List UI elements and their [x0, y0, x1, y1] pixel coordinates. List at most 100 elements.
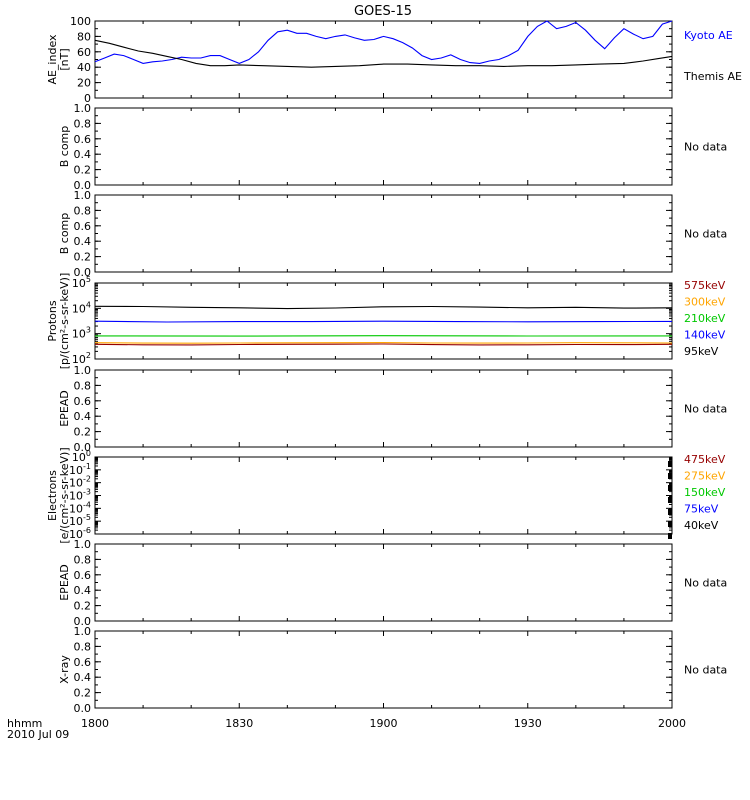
y-tick-label: 0.0: [74, 615, 92, 628]
y-tick-label: 1.0: [74, 538, 92, 551]
y-tick-label: 0.2: [74, 164, 92, 177]
y-tick-label: 10-1: [69, 462, 91, 477]
panel-frame: [94, 369, 673, 448]
right-edge-tick-block: [668, 473, 672, 479]
series-line-95kev: [94, 305, 673, 310]
panel-frame: [94, 630, 673, 709]
legend-label: 575keV: [684, 279, 726, 292]
y-tick-label: 60: [77, 46, 91, 59]
y-tick-label: 103: [72, 326, 91, 341]
legend-label: 300keV: [684, 296, 726, 309]
y-tick-label: 0.0: [74, 441, 92, 454]
y-axis-label: Electrons: [46, 470, 59, 521]
y-tick-label: 80: [77, 30, 91, 43]
series-line-themis-ae: [94, 39, 673, 68]
legend-label: 95keV: [684, 345, 719, 358]
y-axis-label: Protons: [46, 300, 59, 341]
legend-label: 75keV: [684, 503, 719, 516]
no-data-label: No data: [684, 228, 727, 241]
y-tick-label: 0.8: [74, 379, 92, 392]
y-axis-label: [e/(cm²-s-sr-keV)]: [58, 447, 71, 543]
no-data-label: No data: [684, 664, 727, 677]
y-tick-label: 1.0: [74, 625, 92, 638]
right-edge-tick-block: [668, 461, 672, 467]
y-tick-label: 10-3: [69, 488, 91, 503]
right-edge-tick-block: [668, 521, 672, 527]
legend-label: Themis AE: [683, 70, 742, 83]
y-tick-label: 1.0: [74, 189, 92, 202]
y-axis-label: [nT]: [58, 48, 71, 70]
y-tick-label: 0.6: [74, 395, 92, 408]
y-tick-label: 0.4: [74, 671, 92, 684]
no-data-label: No data: [684, 403, 727, 416]
series-line-140kev: [94, 320, 673, 323]
panel-8: 0.0 0.2 0.4 0.6 0.8 1.0 X-ray No data: [58, 625, 727, 715]
y-tick-label: 0.8: [74, 553, 92, 566]
y-tick-label: 0.2: [74, 687, 92, 700]
y-tick-label: 0.0: [74, 179, 92, 192]
y-tick-label: 0.6: [74, 569, 92, 582]
y-tick-label: 0.2: [74, 600, 92, 613]
no-data-label: No data: [684, 141, 727, 154]
y-tick-label: 0.6: [74, 220, 92, 233]
y-tick-label: 1.0: [74, 102, 92, 115]
y-tick-label: 20: [77, 77, 91, 90]
figure-title: GOES-15: [354, 4, 412, 19]
y-tick-label: 0.0: [74, 266, 92, 279]
panel-frame: [94, 543, 673, 622]
y-axis-label: EPEAD: [58, 564, 71, 601]
x-tick-label: 1900: [370, 717, 398, 730]
x-tick-label: 1800: [81, 717, 109, 730]
y-axis-label: [p/(cm²-s-sr-keV)]: [58, 273, 71, 370]
y-tick-label: 0.8: [74, 117, 92, 130]
y-tick-label: 0.2: [74, 251, 92, 264]
no-data-label: No data: [684, 577, 727, 590]
y-tick-label: 0.8: [74, 204, 92, 217]
y-tick-label: 10-2: [69, 475, 91, 490]
y-tick-label: 0.4: [74, 235, 92, 248]
legend-label: 475keV: [684, 453, 726, 466]
panel-1: 0 20 40 60 80 100 AE_index [nT] Kyoto AE Themis A…: [46, 15, 742, 105]
y-tick-label: 0.8: [74, 640, 92, 653]
x-axis-date-label: 2010 Jul 09: [7, 728, 69, 741]
y-tick-label: 10-5: [69, 513, 91, 528]
y-tick-label: 0.4: [74, 584, 92, 597]
x-tick-label: 2000: [658, 717, 686, 730]
y-axis-label: AE_index: [46, 34, 59, 85]
y-tick-label: 1.0: [74, 364, 92, 377]
series-line-575kev: [94, 343, 673, 346]
y-axis-label: EPEAD: [58, 390, 71, 427]
x-axis: 1800 1830 1900 1930 2000: [81, 717, 686, 730]
legend-label: 150keV: [684, 486, 726, 499]
series-line-300kev: [94, 342, 673, 344]
right-edge-tick-block: [668, 485, 672, 491]
y-tick-label: 10-6: [69, 526, 91, 541]
legend-label: 275keV: [684, 470, 726, 483]
x-tick-label: 1830: [225, 717, 253, 730]
y-tick-label: 105: [72, 275, 91, 290]
legend-label: 210keV: [684, 312, 726, 325]
legend-label: 40keV: [684, 519, 719, 532]
right-edge-tick-block: [668, 509, 672, 515]
series-line-kyoto-ae: [94, 20, 673, 64]
y-axis-label: B comp: [58, 213, 71, 255]
panel-3: 0.0 0.2 0.4 0.6 0.8 1.0B comp No data: [58, 189, 727, 279]
y-tick-label: 0.6: [74, 133, 92, 146]
panel-4: 102 103 104 105 Protons [p/(cm²-s-sr-keV)] 575…: [46, 273, 726, 370]
y-tick-label: 102: [72, 351, 91, 366]
y-tick-label: 0: [84, 92, 91, 105]
y-tick-label: 100: [72, 449, 91, 464]
y-tick-label: 0.2: [74, 426, 92, 439]
y-axis-label: X-ray: [58, 655, 71, 684]
panel-frame: [94, 194, 673, 273]
panel-frame: [94, 456, 673, 535]
legend-label: 140keV: [684, 329, 726, 342]
y-tick-label: 10-4: [69, 500, 91, 515]
right-edge-tick-block: [668, 497, 672, 503]
right-edge-tick-block: [668, 533, 672, 539]
y-tick-label: 0.6: [74, 656, 92, 669]
